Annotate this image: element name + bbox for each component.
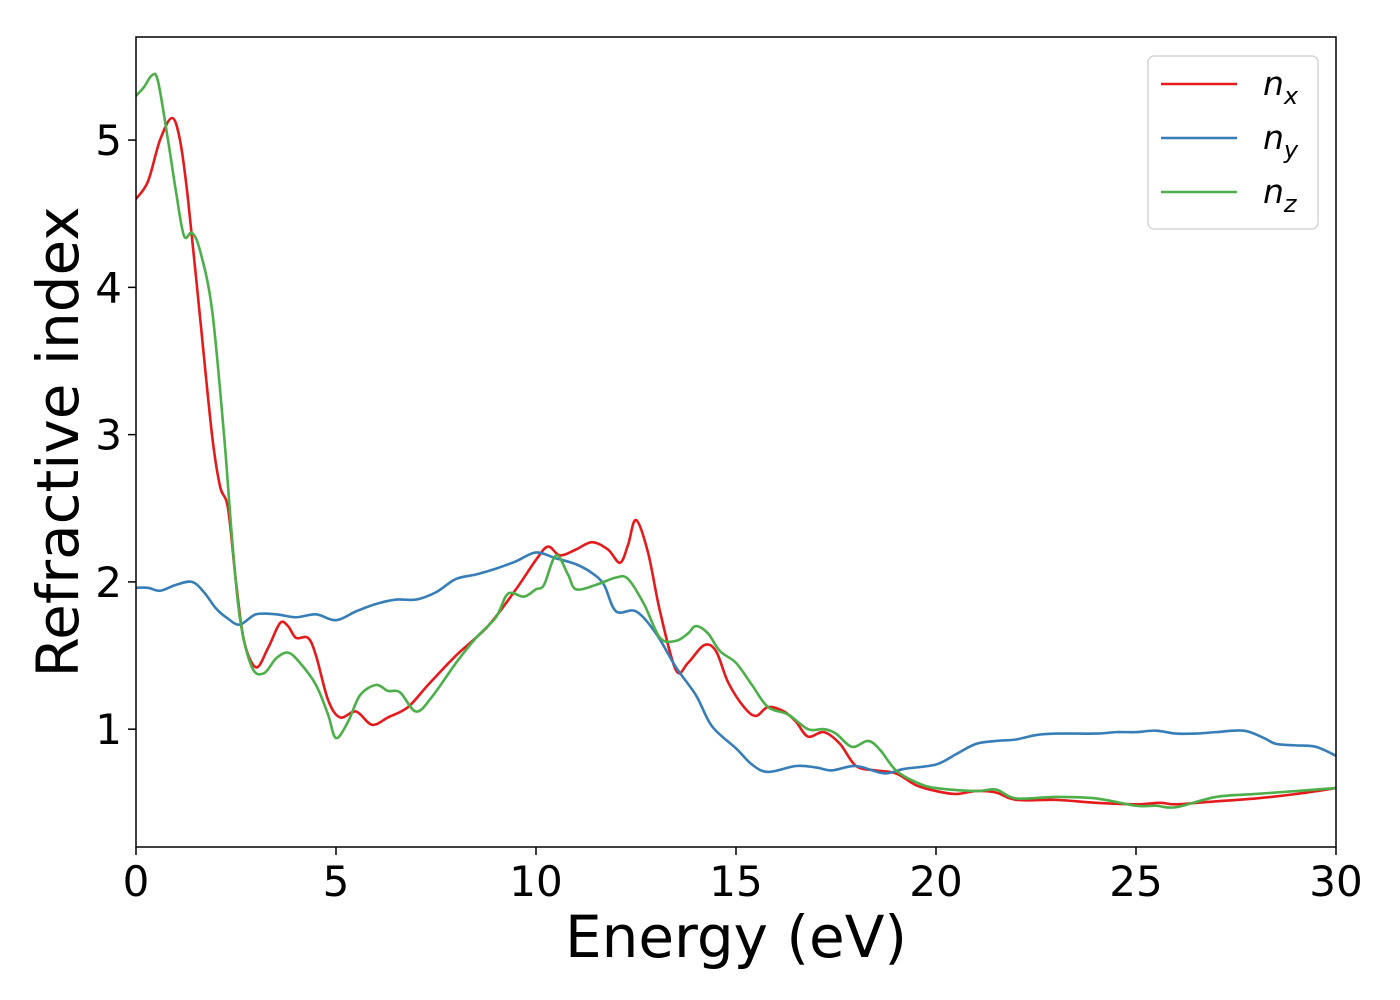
- x-tick-label: 15: [709, 857, 762, 906]
- series-line-n-y: [136, 551, 1336, 775]
- y-tick-label: 1: [95, 705, 122, 754]
- x-tick-label: 5: [323, 857, 350, 906]
- y-tick-label: 2: [95, 558, 122, 607]
- series-line-n-z: [136, 72, 1336, 809]
- legend-box: [1147, 55, 1319, 230]
- y-tick-label: 4: [95, 263, 122, 312]
- x-tick-label: 30: [1309, 857, 1362, 906]
- ticks-layer: 0 5 10 15 20 25 30 1 2 3 4 5: [95, 116, 1362, 906]
- y-tick-label: 3: [95, 411, 122, 460]
- x-tick-label: 10: [509, 857, 562, 906]
- legend-label-n-x: nx: [1263, 64, 1299, 110]
- y-axis-title: Refractive index: [24, 206, 92, 677]
- legend-label-n-y: ny: [1263, 118, 1299, 164]
- x-axis-title: Energy (eV): [565, 903, 907, 971]
- legend-label-n-z: nz: [1263, 172, 1298, 218]
- x-tick-label: 25: [1109, 857, 1162, 906]
- legend: nx ny nz: [1147, 55, 1319, 230]
- x-tick-label: 20: [909, 857, 962, 906]
- series-layer: [136, 72, 1336, 809]
- x-tick-label: 0: [123, 857, 150, 906]
- y-tick-label: 5: [95, 116, 122, 165]
